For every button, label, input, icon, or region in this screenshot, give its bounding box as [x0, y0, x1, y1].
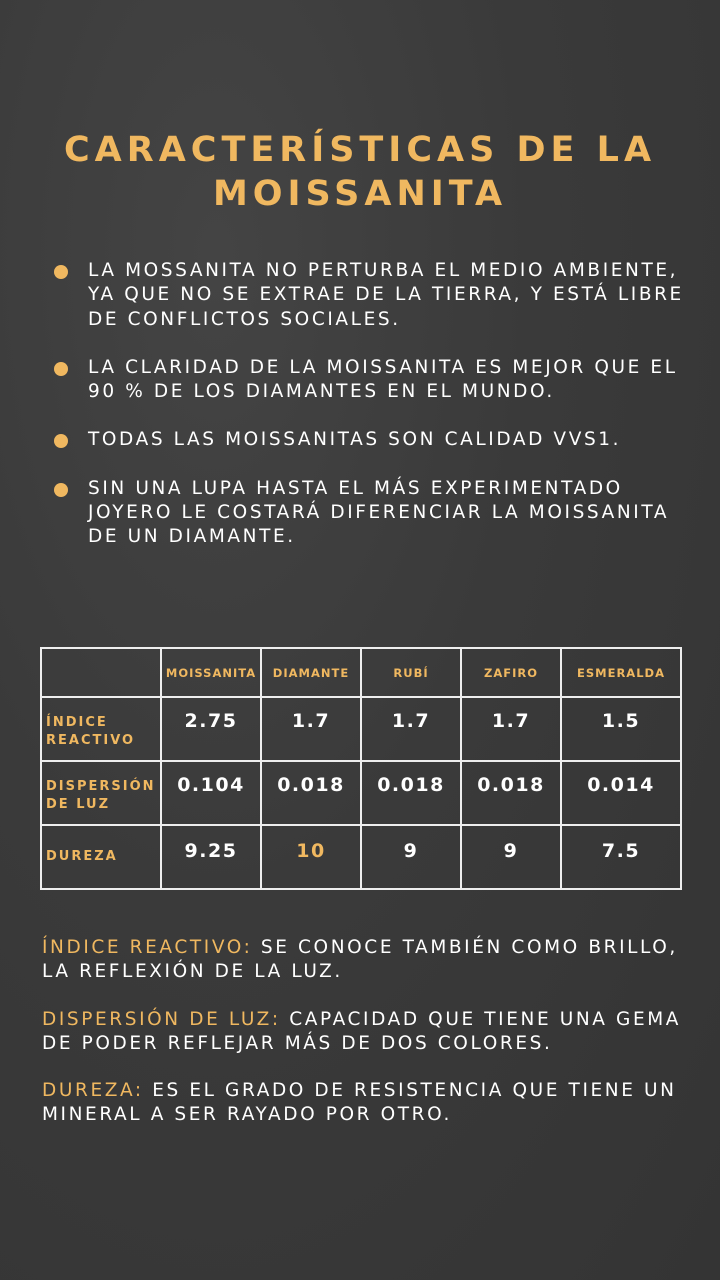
table-row: ÍNDICE REACTIVO 2.75 1.7 1.7 1.7 1.5 — [40, 696, 682, 762]
table-cell: 0.018 — [260, 760, 362, 826]
definition: DISPERSIÓN DE LUZ: CAPACIDAD QUE TIENE U… — [42, 1008, 702, 1057]
column-header: MOISSANITA — [160, 647, 262, 698]
definition-term: DISPERSIÓN DE LUZ: — [42, 1008, 281, 1030]
list-item: LA MOSSANITA NO PERTURBA EL MEDIO AMBIEN… — [52, 259, 692, 332]
definition-text: ES EL GRADO DE RESISTENCIA QUE TIENE UN … — [42, 1080, 677, 1126]
comparison-table: MOISSANITA DIAMANTE RUBÍ ZAFIRO ESMERALD… — [40, 647, 682, 890]
row-header: DUREZA — [40, 824, 162, 890]
table-cell: 1.7 — [360, 696, 462, 762]
table-cell: 1.7 — [260, 696, 362, 762]
list-item: LA CLARIDAD DE LA MOISSANITA ES MEJOR QU… — [52, 356, 692, 405]
row-header: ÍNDICE REACTIVO — [40, 696, 162, 762]
table-header-row: MOISSANITA DIAMANTE RUBÍ ZAFIRO ESMERALD… — [40, 647, 682, 698]
definition-text: SE CONOCE TAMBIÉN COMO BRILLO, LA REFLEX… — [42, 937, 678, 983]
bullet-icon — [54, 482, 68, 497]
definition-term: ÍNDICE REACTIVO: — [42, 937, 253, 958]
definition: DUREZA: ES EL GRADO DE RESISTENCIA QUE T… — [42, 1079, 702, 1128]
table-cell: 2.75 — [160, 696, 262, 762]
definition-text: CAPACIDAD QUE TIENE UNA GEMA DE PODER RE… — [42, 1008, 682, 1054]
bullet-icon — [54, 434, 68, 449]
bullet-text: LA MOSSANITA NO PERTURBA EL MEDIO AMBIEN… — [88, 260, 684, 330]
column-header: ESMERALDA — [560, 647, 682, 698]
column-header: DIAMANTE — [260, 647, 362, 698]
definition-term: DUREZA: — [42, 1080, 144, 1102]
table-cell: 0.018 — [460, 760, 562, 826]
table-cell: 0.018 — [360, 760, 462, 826]
bullet-icon — [54, 265, 68, 279]
column-header — [40, 647, 162, 698]
table-row: DISPERSIÓN DE LUZ 0.104 0.018 0.018 0.01… — [40, 760, 682, 826]
table-cell: 9 — [460, 824, 562, 890]
table-cell: 0.014 — [560, 760, 682, 826]
row-header: DISPERSIÓN DE LUZ — [40, 760, 162, 826]
bullet-text: SIN UNA LUPA HASTA EL MÁS EXPERIMENTADO … — [88, 477, 670, 548]
table-cell: 9 — [360, 824, 462, 890]
bullet-icon — [54, 361, 68, 376]
table-cell: 9.25 — [160, 824, 262, 890]
title-line-2: MOISSANITA — [212, 174, 508, 214]
table-cell: 7.5 — [560, 824, 682, 890]
column-header: RUBÍ — [360, 647, 462, 698]
list-item: SIN UNA LUPA HASTA EL MÁS EXPERIMENTADO … — [52, 477, 692, 550]
title-line-1: CARACTERÍSTICAS DE LA — [63, 130, 657, 170]
table-cell: 1.7 — [460, 696, 562, 762]
table-cell: 1.5 — [560, 696, 682, 762]
table-row: DUREZA 9.25 10 9 9 7.5 — [40, 824, 682, 890]
bullet-text: TODAS LAS MOISSANITAS SON CALIDAD VVS1. — [88, 429, 622, 451]
definition: ÍNDICE REACTIVO: SE CONOCE TAMBIÉN COMO … — [42, 936, 702, 985]
table-cell: 0.104 — [160, 760, 262, 826]
page-title: CARACTERÍSTICAS DE LA MOISSANITA — [0, 128, 720, 216]
features-list: LA MOSSANITA NO PERTURBA EL MEDIO AMBIEN… — [52, 259, 692, 574]
definitions: ÍNDICE REACTIVO: SE CONOCE TAMBIÉN COMO … — [42, 936, 702, 1151]
table-cell-highlighted: 10 — [260, 824, 362, 890]
column-header: ZAFIRO — [460, 647, 562, 698]
list-item: TODAS LAS MOISSANITAS SON CALIDAD VVS1. — [52, 428, 692, 452]
bullet-text: LA CLARIDAD DE LA MOISSANITA ES MEJOR QU… — [88, 356, 678, 403]
